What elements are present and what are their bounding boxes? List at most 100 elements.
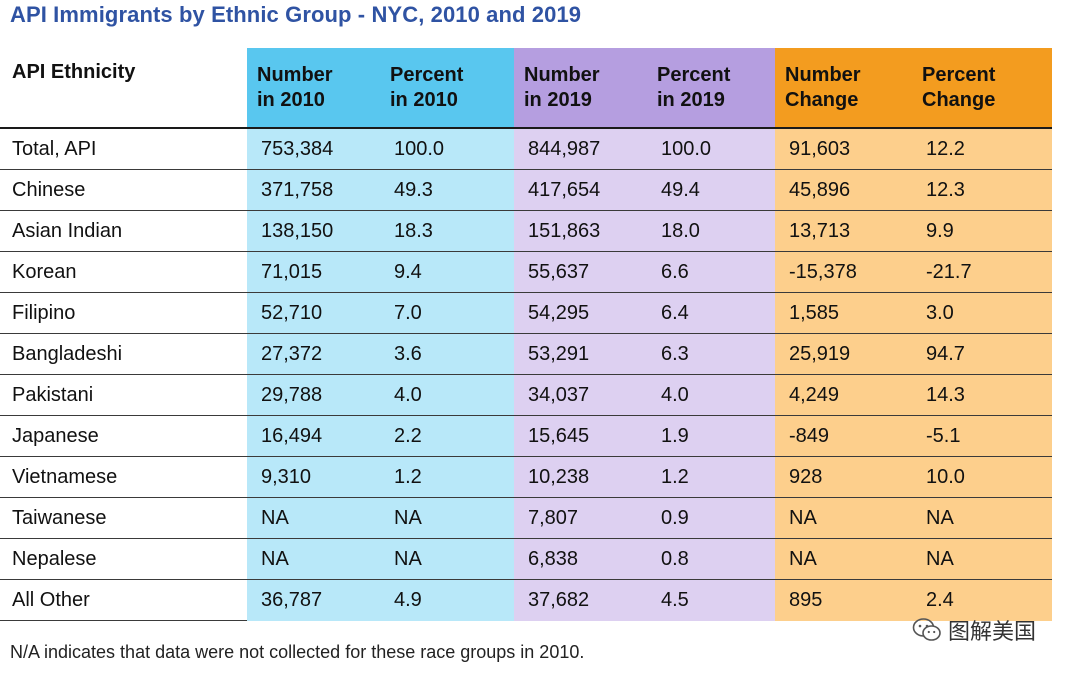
table-cell-ethnicity: Japanese (0, 415, 247, 457)
column-header-ethnicity: API Ethnicity (0, 48, 247, 129)
table-cell-nchg: NA (775, 538, 912, 580)
table-cell-ethnicity: Total, API (0, 128, 247, 170)
table-cell-ethnicity: Asian Indian (0, 210, 247, 252)
table-cell-n2010: NA (247, 497, 380, 539)
table-row: Pakistani 29,788 4.0 34,037 4.0 4,249 14.3 (0, 374, 1052, 416)
table-cell-pchg: 2.4 (912, 579, 1052, 621)
table-cell-p2010: NA (380, 497, 514, 539)
table-cell-nchg: 45,896 (775, 169, 912, 211)
table-cell-pchg: -21.7 (912, 251, 1052, 293)
table-cell-pchg: 12.2 (912, 128, 1052, 170)
table-cell-n2019: 15,645 (514, 415, 647, 457)
table-row: Taiwanese NA NA 7,807 0.9 NA NA (0, 497, 1052, 539)
table-cell-n2010: 138,150 (247, 210, 380, 252)
table-cell-n2010: 16,494 (247, 415, 380, 457)
table-cell-p2019: 6.3 (647, 333, 775, 375)
table-cell-p2019: 6.4 (647, 292, 775, 334)
table-row: Filipino 52,710 7.0 54,295 6.4 1,585 3.0 (0, 292, 1052, 334)
column-header-line: Number (257, 63, 333, 86)
table-cell-n2019: 54,295 (514, 292, 647, 334)
table-cell-n2010: 27,372 (247, 333, 380, 375)
table-cell-n2019: 37,682 (514, 579, 647, 621)
table-cell-nchg: 895 (775, 579, 912, 621)
table-row: Total, API 753,384 100.0 844,987 100.0 91,603… (0, 128, 1052, 170)
table-cell-nchg: 1,585 (775, 292, 912, 334)
table-cell-nchg: -15,378 (775, 251, 912, 293)
table-cell-p2019: 1.2 (647, 456, 775, 498)
table-cell-nchg: 91,603 (775, 128, 912, 170)
table-cell-p2019: 49.4 (647, 169, 775, 211)
table-cell-pchg: 9.9 (912, 210, 1052, 252)
column-header-pchg: Percent Change (912, 48, 1052, 129)
footnote: N/A indicates that data were not collect… (10, 642, 585, 662)
table-row: Asian Indian 138,150 18.3 151,863 18.0 13,713… (0, 210, 1052, 252)
column-header-line: in 2019 (657, 88, 725, 111)
column-header-line: Change (785, 88, 859, 111)
table-cell-n2010: 9,310 (247, 456, 380, 498)
table-cell-p2019: 6.6 (647, 251, 775, 293)
column-header-line: Number (785, 63, 861, 86)
table-cell-n2010: 29,788 (247, 374, 380, 416)
table-cell-p2010: NA (380, 538, 514, 580)
table-cell-pchg: 10.0 (912, 456, 1052, 498)
table-cell-p2019: 18.0 (647, 210, 775, 252)
table-cell-n2019: 34,037 (514, 374, 647, 416)
column-header-line: Number (524, 63, 600, 86)
table-cell-n2019: 6,838 (514, 538, 647, 580)
column-header-line: Percent (390, 63, 464, 86)
table-cell-p2019: 0.8 (647, 538, 775, 580)
table-cell-ethnicity: Pakistani (0, 374, 247, 416)
table-cell-pchg: 14.3 (912, 374, 1052, 416)
column-header-n2010: Number in 2010 (247, 48, 380, 129)
column-header-p2019: Percent in 2019 (647, 48, 775, 129)
table-cell-n2010: 71,015 (247, 251, 380, 293)
table-cell-ethnicity: Vietnamese (0, 456, 247, 498)
column-header-p2010: Percent in 2010 (380, 48, 514, 129)
table-cell-pchg: 3.0 (912, 292, 1052, 334)
table-cell-p2010: 7.0 (380, 292, 514, 334)
table-cell-p2010: 4.0 (380, 374, 514, 416)
table-cell-nchg: -849 (775, 415, 912, 457)
table-cell-pchg: -5.1 (912, 415, 1052, 457)
table-cell-n2019: 7,807 (514, 497, 647, 539)
table-cell-p2010: 2.2 (380, 415, 514, 457)
table-row: Bangladeshi 27,372 3.6 53,291 6.3 25,919 94.7 (0, 333, 1052, 375)
table-cell-ethnicity: Nepalese (0, 538, 247, 580)
wechat-icon (912, 618, 941, 641)
watermark-text: 图解美国 (947, 619, 1036, 644)
table-row: Nepalese NA NA 6,838 0.8 NA NA (0, 538, 1052, 580)
column-header-line: in 2019 (524, 88, 592, 111)
table-cell-n2019: 55,637 (514, 251, 647, 293)
table-cell-n2019: 844,987 (514, 128, 647, 170)
table-cell-n2010: 753,384 (247, 128, 380, 170)
table-cell-p2019: 100.0 (647, 128, 775, 170)
table-row: Japanese 16,494 2.2 15,645 1.9 -849 -5.1 (0, 415, 1052, 457)
table-cell-n2010: NA (247, 538, 380, 580)
table-cell-p2019: 4.0 (647, 374, 775, 416)
table-cell-p2010: 18.3 (380, 210, 514, 252)
wechat-watermark: 图解美国 (912, 614, 1036, 646)
table-cell-n2019: 417,654 (514, 169, 647, 211)
table-cell-n2019: 10,238 (514, 456, 647, 498)
table-cell-p2019: 1.9 (647, 415, 775, 457)
table-cell-n2010: 371,758 (247, 169, 380, 211)
table-cell-ethnicity: Bangladeshi (0, 333, 247, 375)
table-row: Chinese 371,758 49.3 417,654 49.4 45,896 12.3 (0, 169, 1052, 211)
table-cell-n2019: 151,863 (514, 210, 647, 252)
column-header-line: in 2010 (390, 88, 458, 111)
column-header-n2019: Number in 2019 (514, 48, 647, 129)
table-cell-p2010: 4.9 (380, 579, 514, 621)
table-cell-p2010: 9.4 (380, 251, 514, 293)
table-cell-p2010: 3.6 (380, 333, 514, 375)
data-table-container: API Ethnicity Number in 2010 Percent in 2010… (0, 48, 1052, 621)
table-cell-nchg: 4,249 (775, 374, 912, 416)
table-cell-pchg: NA (912, 497, 1052, 539)
table-cell-ethnicity: All Other (0, 579, 247, 621)
table-cell-ethnicity: Filipino (0, 292, 247, 334)
chart-title: API Immigrants by Ethnic Group - NYC, 20… (10, 2, 582, 27)
column-header-line: Change (922, 88, 996, 111)
column-header-line: in 2010 (257, 88, 325, 111)
table-row: Korean 71,015 9.4 55,637 6.6 -15,378 -21.7 (0, 251, 1052, 293)
table-row: Vietnamese 9,310 1.2 10,238 1.2 928 10.0 (0, 456, 1052, 498)
table-cell-p2010: 1.2 (380, 456, 514, 498)
